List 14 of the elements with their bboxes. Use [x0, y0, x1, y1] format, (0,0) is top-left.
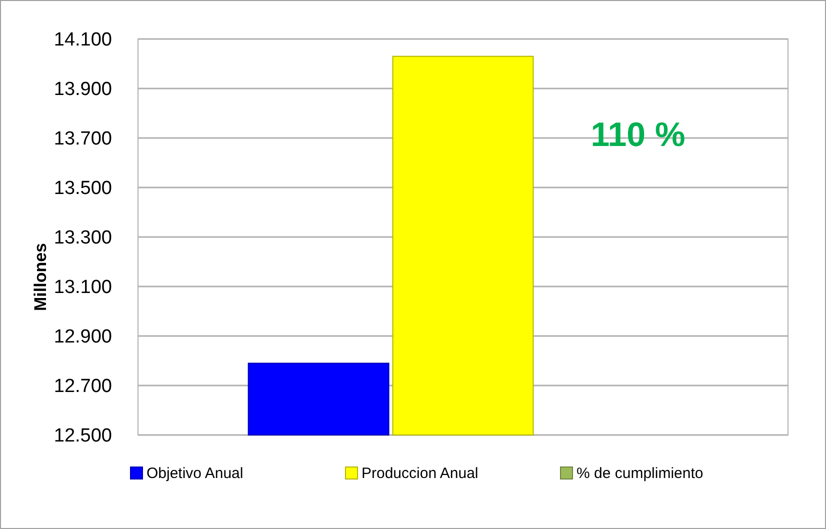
y-tick-label: 13.300: [54, 228, 112, 249]
legend-label: % de cumplimiento: [576, 465, 704, 482]
y-axis-title: Millones: [31, 242, 50, 312]
y-tick-label: 12.700: [54, 376, 112, 398]
y-tick-label: 13.100: [54, 277, 112, 298]
y-tick-label: 13.700: [54, 128, 112, 150]
y-tick-label: 14.100: [54, 30, 112, 51]
y-tick-label: 13.900: [54, 79, 112, 100]
y-tick-label: 13.500: [54, 178, 112, 200]
y-tick-label: 12.900: [54, 326, 112, 348]
legend-label: Objetivo Anual: [146, 465, 244, 482]
annotation: 110 %: [590, 116, 686, 154]
y-tick-label: 12.500: [54, 426, 112, 447]
legend-label: Produccion Anual: [362, 465, 478, 482]
